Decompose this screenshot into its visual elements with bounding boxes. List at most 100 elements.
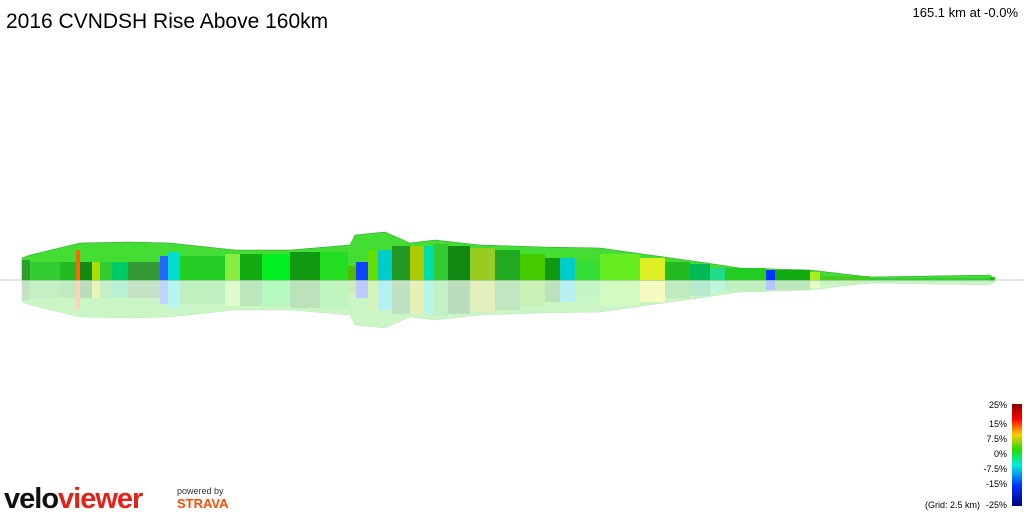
profile-segment — [470, 248, 495, 280]
profile-segment — [710, 280, 725, 292]
profile-segment — [545, 258, 560, 280]
profile-segment — [575, 262, 600, 280]
profile-segment — [128, 280, 160, 298]
profile-segment — [424, 246, 434, 280]
legend-label: 7.5% — [986, 434, 1007, 444]
profile-segment — [725, 268, 766, 280]
profile-segment — [665, 280, 690, 298]
profile-segment — [356, 280, 368, 298]
profile-segment — [810, 272, 820, 280]
profile-segment — [434, 244, 448, 280]
profile-segment — [76, 280, 80, 310]
profile-segment — [766, 270, 775, 280]
profile-segment — [990, 277, 995, 280]
legend-bar — [1012, 404, 1022, 506]
profile-segment — [348, 266, 356, 280]
profile-segment — [690, 264, 710, 280]
profile-segment — [320, 280, 348, 308]
legend-label: -25% — [986, 500, 1007, 510]
legend-label: -7.5% — [983, 464, 1007, 474]
legend-label: 25% — [989, 400, 1007, 410]
title: 2016 CVNDSH Rise Above 160km — [6, 10, 328, 33]
profile-segment — [168, 252, 180, 280]
profile-segment — [30, 262, 60, 280]
profile-segment — [410, 246, 424, 280]
profile-segment — [262, 280, 290, 306]
profile-segment — [640, 280, 665, 302]
legend-label: 0% — [994, 449, 1007, 459]
profile-segment — [424, 280, 434, 314]
profile-segment — [870, 280, 990, 282]
profile-segment — [378, 250, 392, 280]
profile-segment — [168, 280, 180, 308]
profile-segment — [368, 250, 378, 280]
profile-segment — [22, 280, 30, 300]
powered-by: powered by — [177, 486, 224, 496]
profile-segment — [775, 270, 810, 280]
summary: 165.1 km at -0.0% — [913, 5, 1019, 20]
profile-segment — [100, 280, 112, 298]
profile-segment — [470, 280, 495, 312]
profile-segment — [410, 280, 424, 314]
profile-segment — [392, 280, 410, 314]
profile-segment — [434, 280, 448, 316]
profile-segment — [290, 252, 320, 280]
legend-label: 15% — [989, 419, 1007, 429]
logo: veloviewer — [4, 483, 143, 512]
profile-segment — [30, 280, 60, 298]
profile-segment — [368, 280, 378, 310]
profile-segment — [128, 262, 160, 280]
profile-segment — [100, 262, 112, 280]
strava: STRAVA — [177, 496, 229, 511]
profile-segment — [60, 262, 76, 280]
reflection — [21, 279, 996, 329]
profile-segment — [356, 262, 368, 280]
profile-segment — [545, 280, 560, 302]
profile-segment — [92, 262, 100, 280]
profile-segment — [290, 280, 320, 308]
profile-segment — [448, 246, 470, 280]
profile-segment — [392, 246, 410, 280]
profile-segment — [240, 254, 262, 280]
profile-segment — [520, 280, 545, 306]
profile-segment — [725, 280, 766, 292]
profile-top — [21, 279, 996, 329]
profile-segment — [160, 280, 168, 304]
profile-segment — [575, 280, 600, 298]
profile-segment — [820, 280, 870, 284]
profile-segment — [560, 280, 575, 302]
profile-segment — [820, 276, 870, 280]
profile-segment — [76, 250, 80, 280]
profile-segment — [60, 280, 76, 298]
profile-segment — [448, 280, 470, 314]
profile-segment — [495, 250, 520, 280]
profile — [21, 231, 996, 281]
profile-segment — [600, 280, 640, 306]
profile-segment — [378, 280, 392, 310]
profile-segment — [240, 280, 262, 306]
profile-segment — [710, 268, 725, 280]
profile-segment — [80, 262, 92, 280]
profile-segment — [22, 260, 30, 280]
profile-segment — [870, 278, 990, 280]
legend-label: -15% — [986, 479, 1007, 489]
profile-segment — [180, 280, 225, 304]
profile-segment — [225, 254, 240, 280]
profile-segment — [520, 254, 545, 280]
logo-velo: velo — [4, 483, 58, 512]
profile-segment — [560, 258, 575, 280]
profile-segment — [92, 280, 100, 298]
profile-segment — [112, 262, 128, 280]
profile-segment — [348, 280, 356, 294]
profile-segment — [160, 256, 168, 280]
profile-segment — [810, 280, 820, 288]
grid-note: (Grid: 2.5 km) — [925, 500, 980, 510]
profile-segment — [225, 280, 240, 306]
legend: 25% 15% 7.5% 0% -7.5% -15% -25% — [983, 400, 1007, 510]
profile-segment — [112, 280, 128, 298]
profile-segment — [262, 254, 290, 280]
logo-viewer: viewer — [58, 483, 143, 512]
profile-segment — [775, 280, 810, 290]
profile-segment — [990, 280, 995, 283]
